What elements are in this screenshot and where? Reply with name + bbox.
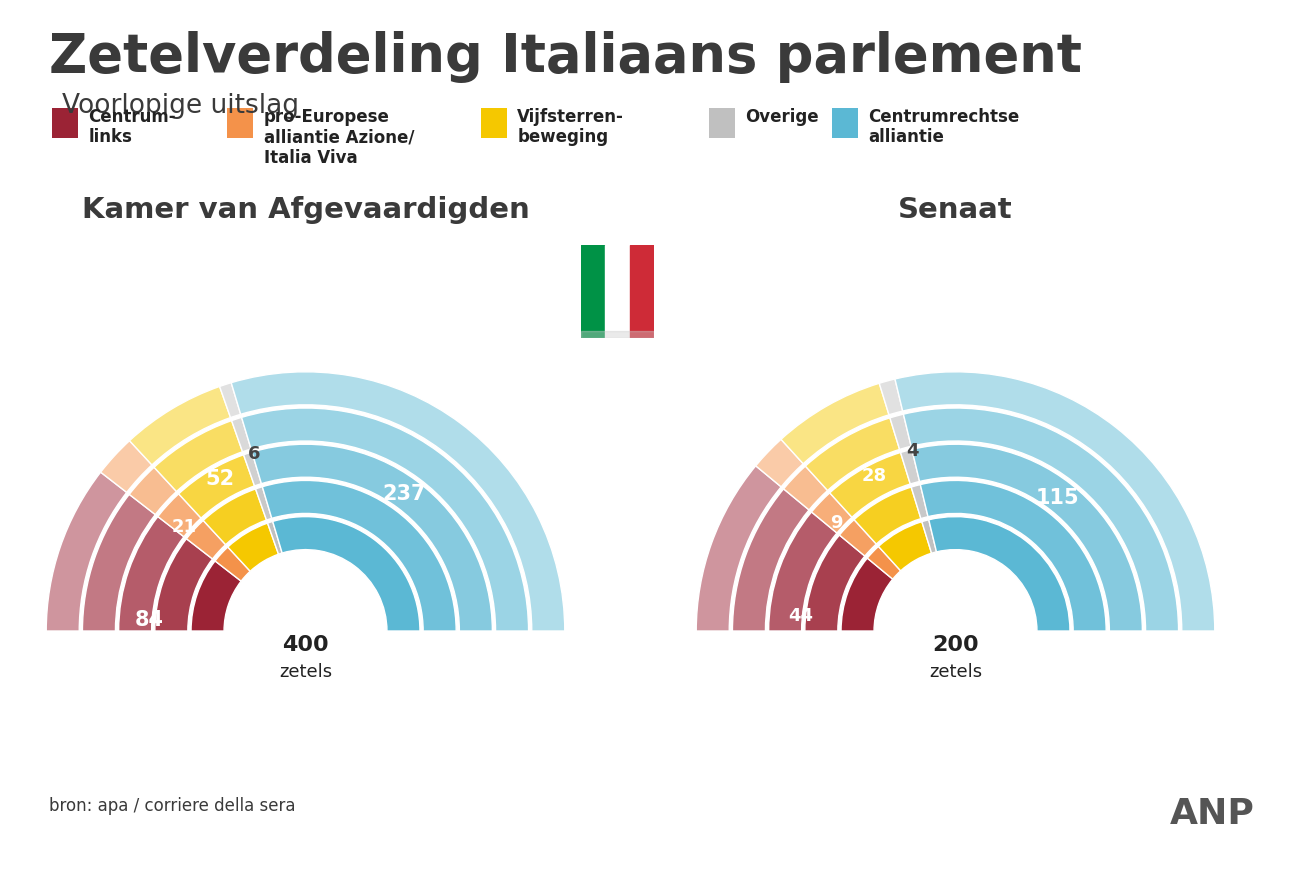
Wedge shape: [256, 487, 272, 520]
Circle shape: [878, 553, 1034, 709]
Text: 115: 115: [1036, 488, 1079, 508]
Wedge shape: [901, 449, 919, 484]
Text: 52: 52: [205, 469, 235, 490]
Wedge shape: [911, 484, 928, 519]
Wedge shape: [155, 538, 212, 631]
Wedge shape: [879, 379, 902, 415]
Wedge shape: [263, 481, 456, 631]
Text: Centrumrechtse
alliantie: Centrumrechtse alliantie: [868, 108, 1019, 147]
Wedge shape: [903, 408, 1179, 631]
Wedge shape: [227, 523, 278, 571]
Wedge shape: [840, 520, 876, 556]
Wedge shape: [781, 384, 889, 464]
Wedge shape: [854, 487, 920, 544]
Wedge shape: [928, 516, 1070, 631]
Text: 237: 237: [382, 483, 426, 504]
Wedge shape: [47, 473, 126, 631]
Wedge shape: [252, 444, 493, 631]
Bar: [676, 631, 1235, 778]
Wedge shape: [829, 452, 910, 517]
Wedge shape: [82, 494, 155, 631]
Wedge shape: [841, 558, 893, 631]
Wedge shape: [231, 372, 564, 631]
Wedge shape: [806, 418, 900, 490]
Wedge shape: [273, 516, 420, 631]
Wedge shape: [755, 440, 803, 487]
Wedge shape: [178, 455, 255, 518]
Wedge shape: [784, 466, 828, 510]
Wedge shape: [157, 494, 202, 537]
Wedge shape: [894, 372, 1214, 631]
Text: Senaat: Senaat: [898, 196, 1013, 223]
Text: Voorlopige uitslag: Voorlopige uitslag: [62, 93, 299, 119]
Wedge shape: [867, 546, 901, 579]
Text: 28: 28: [861, 467, 887, 485]
Text: 200: 200: [932, 635, 979, 655]
Wedge shape: [697, 465, 781, 631]
Bar: [606, 245, 629, 338]
Wedge shape: [911, 444, 1143, 631]
Bar: [629, 245, 654, 338]
Wedge shape: [214, 547, 250, 581]
Wedge shape: [805, 535, 865, 631]
Text: Zetelverdeling Italiaans parlement: Zetelverdeling Italiaans parlement: [49, 31, 1083, 83]
Wedge shape: [243, 452, 261, 486]
Wedge shape: [129, 467, 177, 514]
Text: 6: 6: [248, 445, 261, 463]
Bar: [26, 631, 585, 778]
Text: pro-Europese
alliantie Azione/
Italia Viva: pro-Europese alliantie Azione/ Italia Vi…: [264, 108, 415, 167]
Text: zetels: zetels: [930, 663, 982, 681]
Wedge shape: [732, 489, 809, 631]
Wedge shape: [155, 421, 243, 491]
Wedge shape: [100, 441, 152, 492]
Wedge shape: [891, 414, 911, 449]
Wedge shape: [191, 561, 240, 631]
Text: 9: 9: [829, 514, 842, 532]
Text: 21: 21: [172, 518, 196, 536]
Wedge shape: [268, 522, 282, 554]
Text: Kamer van Afgevaardigden: Kamer van Afgevaardigden: [82, 196, 529, 223]
Text: 400: 400: [282, 635, 329, 655]
Wedge shape: [768, 512, 837, 631]
Text: 44: 44: [788, 607, 812, 625]
Wedge shape: [220, 383, 240, 417]
Wedge shape: [231, 417, 251, 452]
Wedge shape: [922, 520, 936, 554]
Text: 84: 84: [135, 610, 164, 630]
Wedge shape: [203, 489, 266, 545]
Bar: [581, 245, 606, 338]
Text: Centrum-
links: Centrum- links: [88, 108, 176, 147]
Wedge shape: [186, 521, 226, 559]
Wedge shape: [118, 516, 183, 631]
Wedge shape: [879, 522, 932, 570]
Text: Vijfsterren-
beweging: Vijfsterren- beweging: [517, 108, 624, 147]
Text: 4: 4: [906, 441, 918, 459]
Text: zetels: zetels: [280, 663, 332, 681]
Text: bron: apa / corriere della sera: bron: apa / corriere della sera: [49, 797, 296, 814]
Text: ANP: ANP: [1170, 797, 1254, 830]
Wedge shape: [130, 386, 230, 465]
Text: Overige: Overige: [745, 108, 819, 125]
Wedge shape: [242, 408, 529, 631]
Circle shape: [227, 553, 384, 709]
Wedge shape: [811, 493, 852, 533]
Wedge shape: [920, 481, 1106, 631]
Bar: [581, 331, 654, 338]
